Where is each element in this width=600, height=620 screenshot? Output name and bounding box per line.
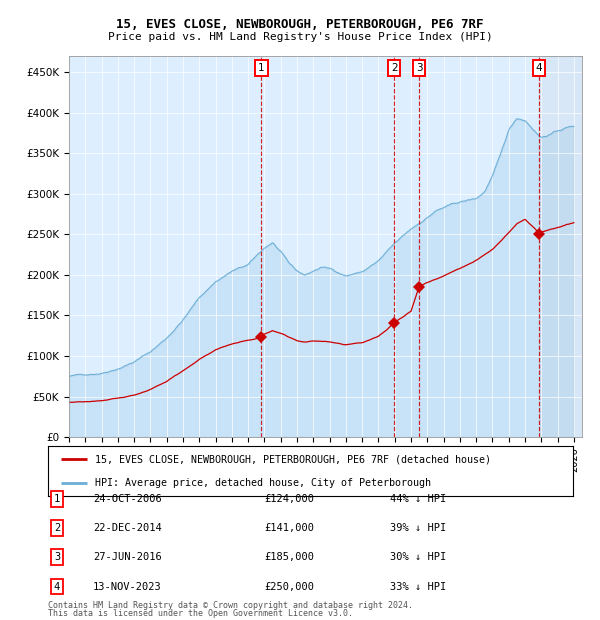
Text: This data is licensed under the Open Government Licence v3.0.: This data is licensed under the Open Gov…	[48, 609, 353, 618]
Text: 44% ↓ HPI: 44% ↓ HPI	[390, 494, 446, 504]
Bar	[539, 56, 582, 437]
Text: 2: 2	[391, 63, 398, 73]
Text: 39% ↓ HPI: 39% ↓ HPI	[390, 523, 446, 533]
Text: £250,000: £250,000	[264, 582, 314, 591]
Text: 4: 4	[54, 582, 60, 591]
Text: 1: 1	[54, 494, 60, 504]
Text: £185,000: £185,000	[264, 552, 314, 562]
Text: 22-DEC-2014: 22-DEC-2014	[93, 523, 162, 533]
Text: 3: 3	[416, 63, 422, 73]
Text: HPI: Average price, detached house, City of Peterborough: HPI: Average price, detached house, City…	[95, 478, 431, 488]
Bar	[539, 56, 582, 437]
Text: Contains HM Land Registry data © Crown copyright and database right 2024.: Contains HM Land Registry data © Crown c…	[48, 601, 413, 609]
Text: 15, EVES CLOSE, NEWBOROUGH, PETERBOROUGH, PE6 7RF: 15, EVES CLOSE, NEWBOROUGH, PETERBOROUGH…	[116, 19, 484, 31]
Text: 13-NOV-2023: 13-NOV-2023	[93, 582, 162, 591]
Text: 30% ↓ HPI: 30% ↓ HPI	[390, 552, 446, 562]
Text: 4: 4	[536, 63, 542, 73]
Text: 33% ↓ HPI: 33% ↓ HPI	[390, 582, 446, 591]
Text: 1: 1	[258, 63, 265, 73]
Text: 15, EVES CLOSE, NEWBOROUGH, PETERBOROUGH, PE6 7RF (detached house): 15, EVES CLOSE, NEWBOROUGH, PETERBOROUGH…	[95, 454, 491, 464]
Bar	[539, 56, 582, 437]
Text: 27-JUN-2016: 27-JUN-2016	[93, 552, 162, 562]
Text: 24-OCT-2006: 24-OCT-2006	[93, 494, 162, 504]
Text: Price paid vs. HM Land Registry's House Price Index (HPI): Price paid vs. HM Land Registry's House …	[107, 32, 493, 42]
Text: 3: 3	[54, 552, 60, 562]
Text: £141,000: £141,000	[264, 523, 314, 533]
Text: £124,000: £124,000	[264, 494, 314, 504]
Text: 2: 2	[54, 523, 60, 533]
